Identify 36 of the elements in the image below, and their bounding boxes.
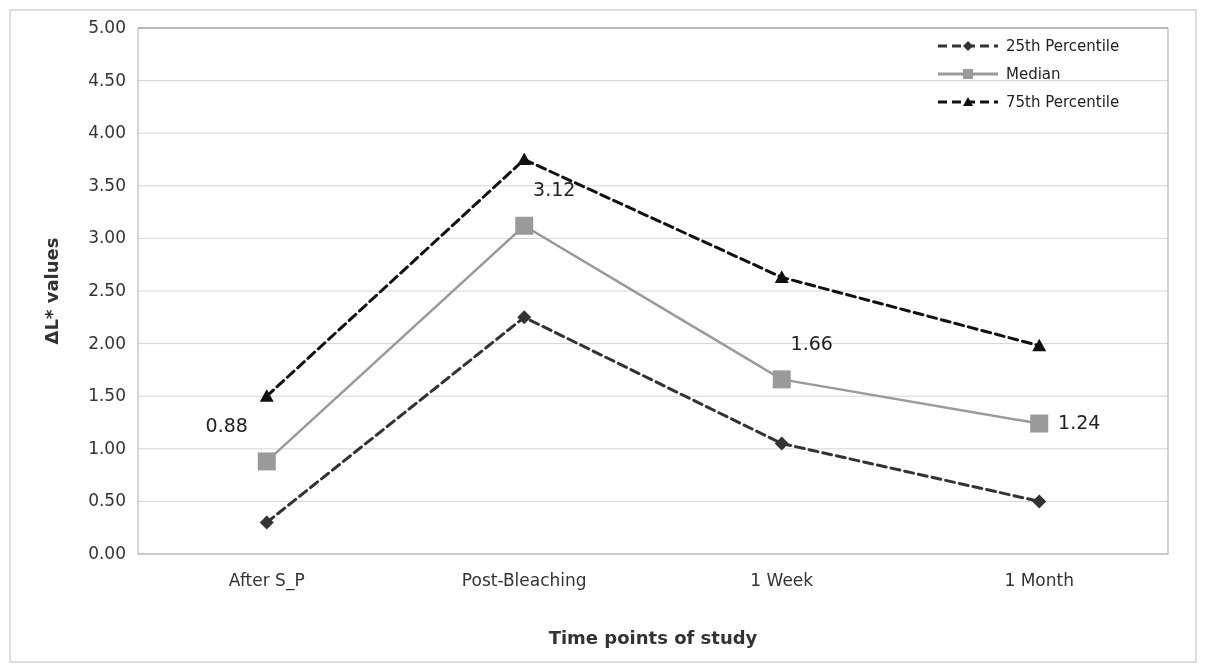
y-tick-label: 0.00 bbox=[88, 543, 126, 563]
point bbox=[772, 370, 791, 389]
legend-label: Median bbox=[1006, 64, 1061, 83]
legend-label: 25th Percentile bbox=[1006, 36, 1120, 55]
point bbox=[257, 452, 276, 471]
data-label: 0.88 bbox=[205, 413, 248, 436]
y-tick-label: 3.50 bbox=[88, 174, 126, 195]
x-tick-label: 1 Week bbox=[750, 570, 814, 590]
y-tick-label: 5.00 bbox=[88, 17, 126, 37]
point bbox=[515, 216, 534, 235]
y-axis-title: ΔL* values bbox=[41, 237, 62, 345]
data-label: 3.12 bbox=[533, 178, 576, 201]
data-label: 1.66 bbox=[790, 331, 833, 354]
point bbox=[259, 389, 274, 402]
x-tick-label: After S_P bbox=[228, 570, 305, 591]
point bbox=[1032, 494, 1047, 509]
x-axis-title: Time points of study bbox=[548, 627, 758, 648]
y-tick-label: 0.50 bbox=[88, 490, 126, 511]
point bbox=[1032, 338, 1047, 352]
y-tick-label: 1.50 bbox=[88, 385, 126, 406]
legend-label: 75th Percentile bbox=[1006, 92, 1120, 111]
y-tick-label: 1.00 bbox=[88, 437, 126, 458]
point bbox=[517, 152, 532, 166]
y-tick-label: 3.00 bbox=[88, 227, 126, 248]
point bbox=[774, 436, 789, 451]
point bbox=[259, 515, 274, 530]
y-tick-label: 4.00 bbox=[88, 122, 126, 143]
y-tick-label: 4.50 bbox=[88, 69, 126, 90]
x-tick-label: 1 Month bbox=[1004, 570, 1075, 590]
point bbox=[1030, 414, 1049, 433]
data-label: 1.24 bbox=[1058, 411, 1101, 434]
x-tick-label: Post-Bleaching bbox=[461, 570, 587, 590]
y-tick-label: 2.00 bbox=[88, 332, 126, 353]
y-tick-label: 2.50 bbox=[88, 280, 126, 300]
point bbox=[774, 270, 789, 283]
point bbox=[517, 310, 532, 325]
